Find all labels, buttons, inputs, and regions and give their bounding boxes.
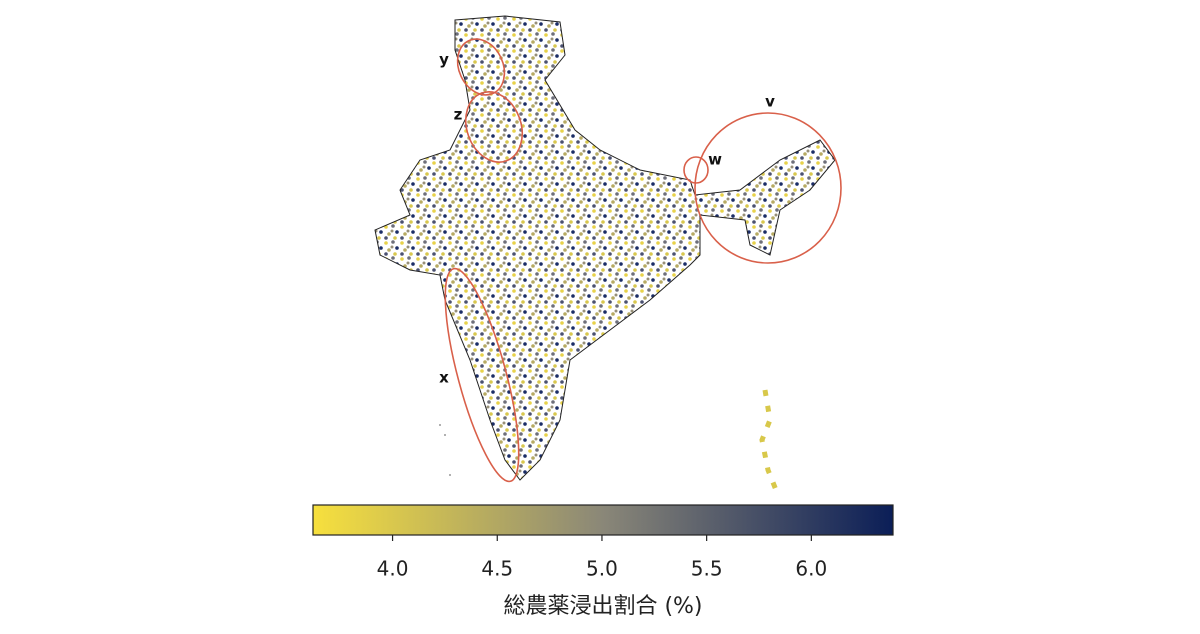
region-label: w [708, 151, 722, 169]
colorbar-label: 総農薬浸出割合 (%) [503, 594, 702, 619]
region-label: v [765, 93, 775, 111]
region-labels: y z w v x [439, 51, 775, 387]
colorbar-tick-label: 6.0 [795, 557, 827, 581]
colorbar-tick-label: 4.5 [481, 557, 513, 581]
colorbar-tick-label: 4.0 [377, 557, 409, 581]
region-label: y [439, 51, 449, 69]
colorbar: 4.0 4.5 5.0 5.5 6.0 総農薬浸出割合 (%) [312, 504, 894, 619]
colorbar-gradient [312, 504, 894, 536]
map-base [374, 15, 836, 496]
colorbar-tick-label: 5.0 [586, 557, 618, 581]
region-ellipses [444, 38, 842, 483]
region-label: z [454, 106, 463, 124]
colorbar-tick-label: 5.5 [691, 557, 723, 581]
region-label: x [439, 369, 449, 387]
